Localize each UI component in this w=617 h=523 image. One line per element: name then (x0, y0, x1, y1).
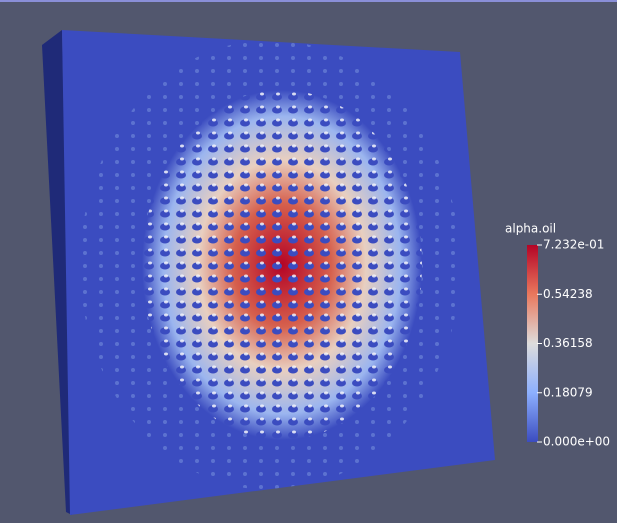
colorbar (527, 245, 538, 442)
colorbar-tick-label: 0.000e+00 (543, 435, 610, 449)
colorbar-title: alpha.oil (505, 222, 556, 236)
colorbar-tick-label: 0.18079 (543, 385, 593, 399)
colorbar-tick-label: 7.232e-01 (543, 238, 604, 252)
view-border (0, 0, 617, 2)
droplet-field (80, 40, 460, 490)
colorbar-tick-label: 0.54238 (543, 287, 593, 301)
colorbar-tick-label: 0.36158 (543, 336, 593, 350)
